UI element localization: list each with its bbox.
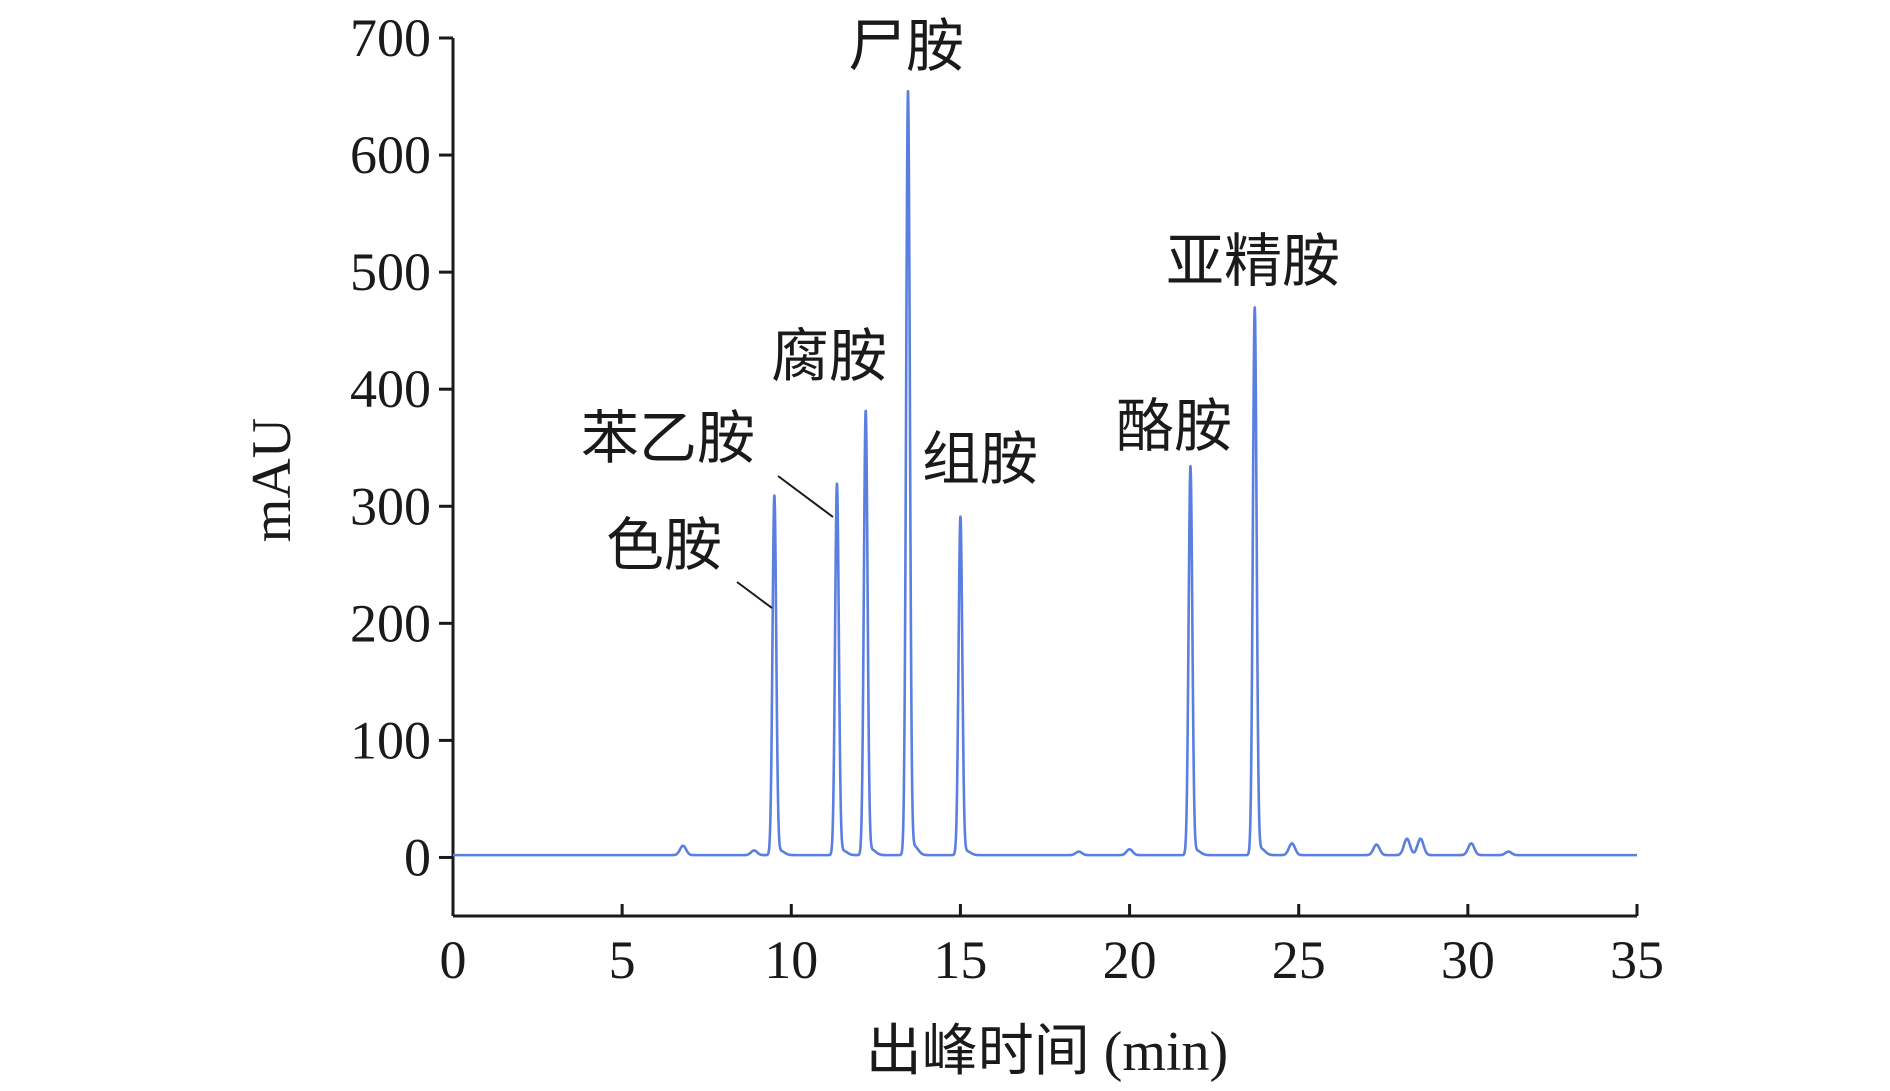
- axes: [451, 38, 1637, 918]
- y-tick-label: 500: [350, 242, 431, 302]
- x-axis-title: 出峰时间 (min): [866, 1021, 1228, 1083]
- x-tick-label: 20: [1103, 930, 1157, 990]
- y-tick-label: 200: [350, 593, 431, 653]
- y-tick-label: 600: [350, 125, 431, 185]
- peak-leader-line: [777, 475, 834, 518]
- peak-label: 亚精胺: [1166, 229, 1340, 294]
- y-tick-label: 700: [350, 8, 431, 68]
- peak-label: 尸胺: [848, 14, 964, 79]
- x-tick-label: 0: [440, 930, 467, 990]
- x-tick-label: 10: [764, 930, 818, 990]
- peak-label: 酪胺: [1116, 394, 1232, 459]
- y-tick-label: 400: [350, 359, 431, 419]
- x-tick-label: 15: [933, 930, 987, 990]
- y-tick-label: 300: [350, 476, 431, 536]
- peak-leader-line: [736, 581, 773, 609]
- y-tick-label: 0: [404, 827, 431, 887]
- peak-leader-lines: [736, 475, 834, 609]
- peak-label: 组胺: [922, 427, 1038, 492]
- y-axis-title: mAU: [241, 418, 303, 542]
- axis-tick-labels: 0 100 200 300 400 500 600 700 0 5 10 15 20 25 30 35: [350, 8, 1664, 990]
- peak-label: 腐胺: [771, 324, 887, 389]
- peak-label: 色胺: [606, 513, 722, 578]
- chromatogram-trace: [451, 89, 1639, 857]
- x-tick-label: 5: [609, 930, 636, 990]
- x-tick-label: 30: [1441, 930, 1495, 990]
- peak-label: 苯乙胺: [581, 406, 755, 471]
- axis-ticks: [439, 36, 1639, 916]
- x-tick-label: 35: [1610, 930, 1664, 990]
- x-tick-label: 25: [1272, 930, 1326, 990]
- y-tick-label: 100: [350, 710, 431, 770]
